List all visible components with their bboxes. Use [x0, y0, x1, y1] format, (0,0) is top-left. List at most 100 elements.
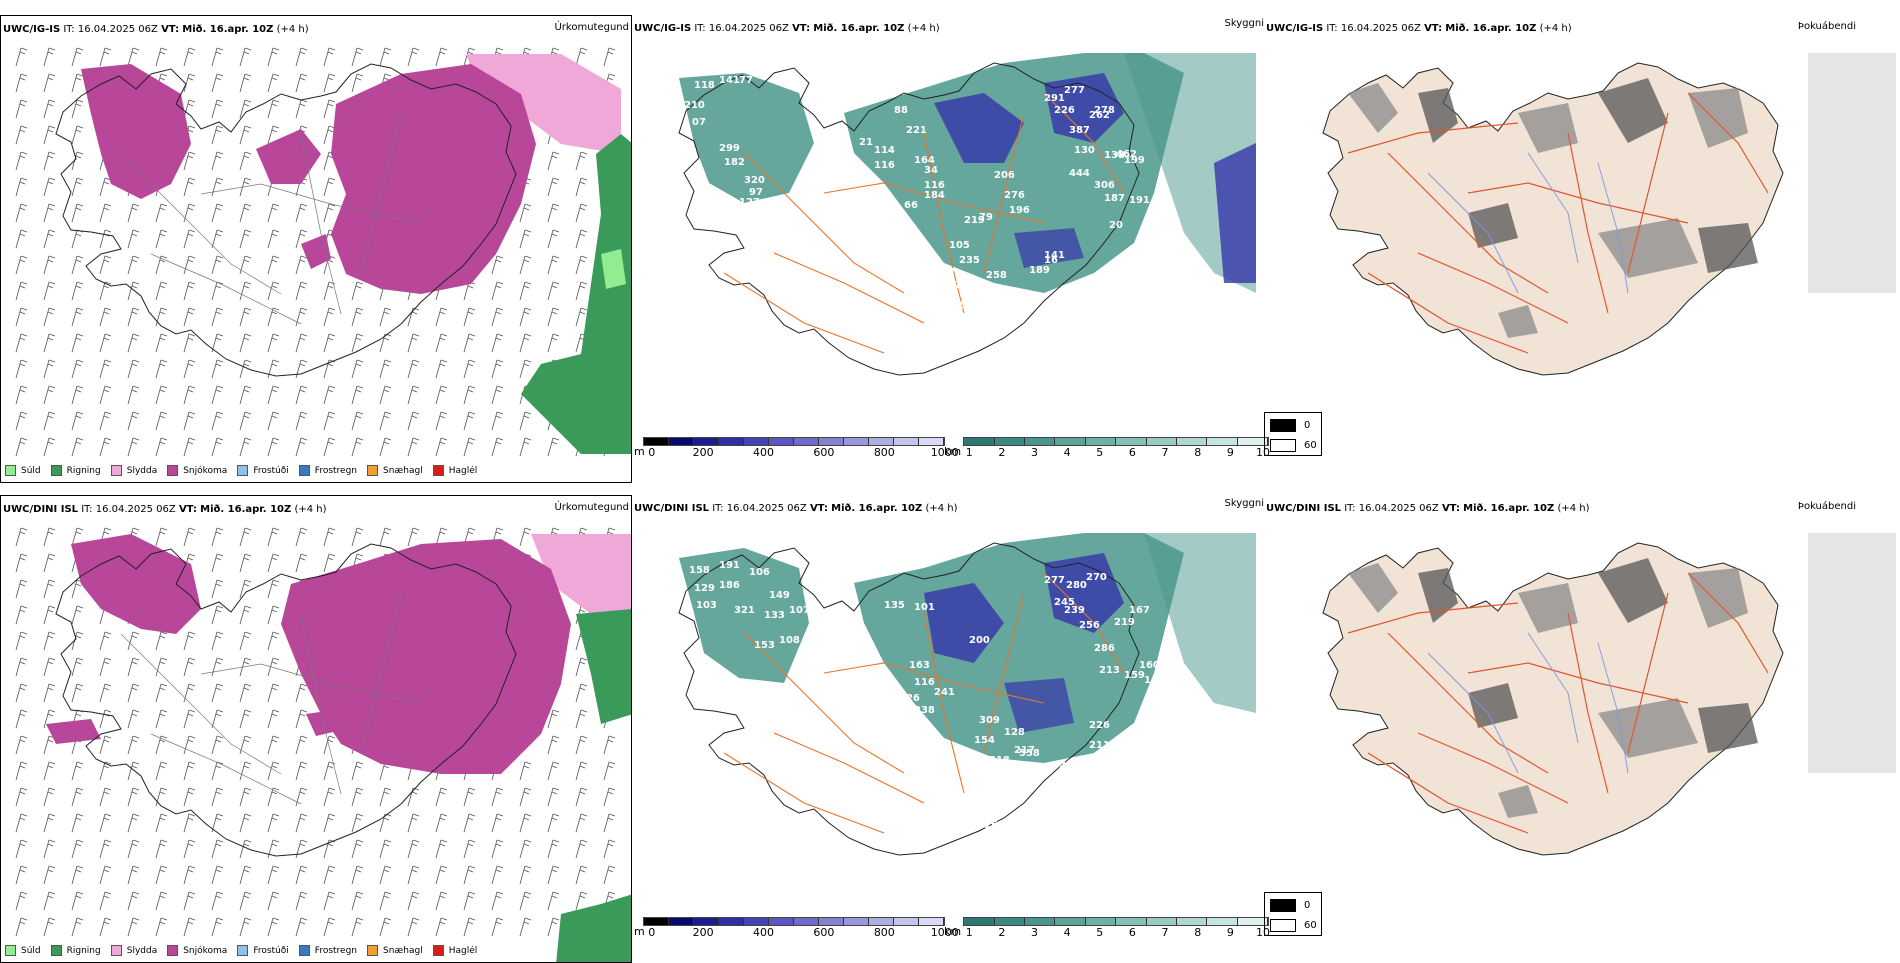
wind-barb [547, 437, 560, 457]
visibility-value: 141 [1044, 250, 1065, 261]
wind-barb [575, 151, 588, 171]
wind-barb [211, 683, 224, 703]
wind-barb [463, 333, 476, 353]
wind-barb [463, 891, 476, 911]
wind-barb [155, 787, 168, 807]
visibility-value: 184 [924, 190, 945, 201]
colorbar-tick: 400 [753, 926, 775, 939]
wind-barb [239, 411, 252, 431]
wind-barb [15, 579, 28, 599]
road-line [983, 112, 1025, 274]
wind-barb [155, 865, 168, 885]
coastline [678, 542, 1140, 856]
visibility-value: 141 [719, 75, 740, 86]
wind-barb [435, 527, 448, 547]
fog-area [1698, 703, 1758, 753]
visibility-value: 79 [979, 212, 993, 223]
colorbar-tick: 1 [965, 446, 973, 459]
wind-barb [267, 553, 280, 573]
visibility-value: 291 [1039, 835, 1060, 846]
fog-area [1418, 568, 1458, 623]
wind-barb [239, 125, 252, 145]
visibility-value: 211 [1089, 740, 1110, 751]
wind-barb [183, 73, 196, 93]
precip-legend-item: Snæhagl [367, 945, 423, 956]
wind-barb [295, 865, 308, 885]
legend-label: Rigning [66, 945, 101, 956]
wind-barb [351, 865, 364, 885]
wind-barb [43, 411, 56, 431]
wind-barb [155, 47, 168, 67]
visibility-value: 149 [769, 590, 790, 601]
wind-barb [295, 333, 308, 353]
visibility-value: 218 [989, 755, 1010, 766]
colorbar-cell [643, 918, 669, 925]
wind-barb [547, 255, 560, 275]
road-line [120, 633, 282, 775]
legend-swatch [167, 945, 179, 956]
lead-time: (+4 h) [294, 504, 327, 515]
wind-barb [351, 333, 364, 353]
road-line [1687, 572, 1769, 674]
wind-barb [323, 735, 336, 755]
it-label: IT: [1326, 23, 1338, 34]
wind-barb [15, 385, 28, 405]
colorbar-cell [793, 918, 819, 925]
wind-barb [267, 411, 280, 431]
wind-barb [575, 229, 588, 249]
wind-barb [99, 437, 112, 457]
precip-legend-item: Frostúði [237, 465, 289, 476]
snow-area [81, 64, 191, 199]
colorbar-tick: 5 [1096, 446, 1104, 459]
colorbar-tick: 7 [1161, 446, 1169, 459]
wind-barb [43, 683, 56, 703]
wind-barb [71, 47, 84, 67]
lead-time: (+4 h) [925, 503, 958, 514]
legend-label: 0 [1304, 900, 1311, 911]
rain-area [556, 894, 631, 962]
wind-barb [519, 333, 532, 353]
visibility-area [679, 548, 809, 683]
wind-barb [239, 709, 252, 729]
colorbar-cell [643, 438, 669, 445]
wind-barb [603, 735, 616, 755]
road-line [1043, 572, 1125, 674]
visibility-value: 182 [724, 157, 745, 168]
road-line [1687, 92, 1769, 194]
visibility-value: 186 [719, 580, 740, 591]
wind-barb [239, 73, 252, 93]
fog-legend-item: 0 [1270, 899, 1310, 912]
colorbar-cell [1146, 918, 1177, 925]
visibility-value: 462 [1116, 149, 1137, 160]
snow-area [256, 129, 321, 184]
wind-barb [463, 917, 476, 937]
visibility-value: 103 [696, 600, 717, 611]
wind-barb [15, 761, 28, 781]
wind-barb [267, 307, 280, 327]
wind-barb [379, 385, 392, 405]
wind-barb [379, 47, 392, 67]
wind-barb [211, 839, 224, 859]
wind-barb [295, 683, 308, 703]
visibility-value: 130 [949, 810, 970, 821]
colorbar-cell [693, 918, 719, 925]
legend-swatch [367, 465, 379, 476]
wind-barb [239, 579, 252, 599]
colorbar-tick: 8 [1194, 446, 1202, 459]
wind-barb [211, 709, 224, 729]
visibility-value: 97 [749, 187, 763, 198]
wind-barb [43, 359, 56, 379]
fog-area [1688, 88, 1748, 148]
wind-barb [491, 917, 504, 937]
legend-swatch [110, 465, 122, 476]
visibility-value: 219 [1114, 617, 1135, 628]
wind-barb [127, 437, 140, 457]
wind-barb [127, 631, 140, 651]
wind-barb [323, 47, 336, 67]
colorbar-tick: 200 [692, 446, 714, 459]
wind-barb [351, 761, 364, 781]
road-line [200, 663, 422, 705]
wind-barb [519, 527, 532, 547]
road-line [120, 153, 282, 295]
wind-barb [323, 333, 336, 353]
